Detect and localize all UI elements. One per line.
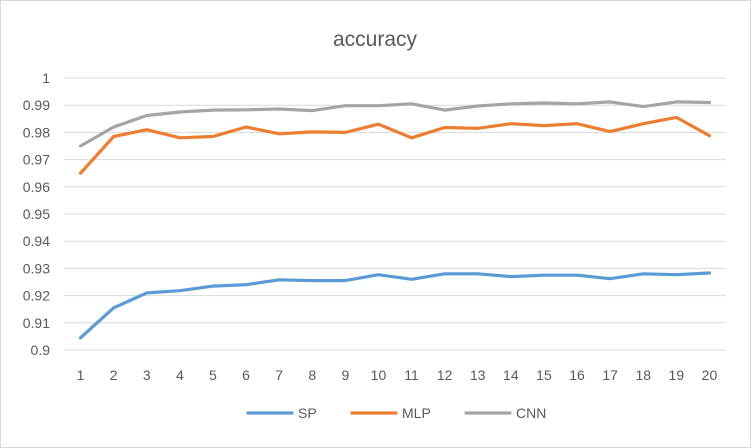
x-tick-label: 8 [308, 367, 316, 383]
y-tick-label: 0.94 [23, 233, 50, 249]
x-tick-label: 14 [503, 367, 519, 383]
legend-label: CNN [516, 405, 546, 421]
x-tick-label: 6 [242, 367, 250, 383]
x-tick-label: 7 [275, 367, 283, 383]
chart-title: accuracy [333, 28, 418, 51]
y-tick-label: 0.93 [23, 260, 50, 276]
x-tick-label: 13 [470, 367, 486, 383]
x-tick-label: 3 [143, 367, 151, 383]
x-tick-label: 16 [569, 367, 585, 383]
y-tick-label: 0.97 [23, 152, 50, 168]
axes: 0.9 0.91 0.92 0.93 0.94 0.95 0.96 0.97 0.98 0.99 1… [23, 70, 726, 383]
x-tick-label: 19 [669, 367, 685, 383]
series-lines [78, 100, 712, 340]
x-tick-label: 12 [437, 367, 453, 383]
y-tick-label: 0.95 [23, 206, 50, 222]
series-line-mlp [78, 115, 712, 175]
series-line-cnn [78, 100, 712, 148]
x-tick-label: 5 [209, 367, 217, 383]
x-tick-label: 4 [176, 367, 184, 383]
y-tick-label: 0.96 [23, 179, 50, 195]
x-tick-label: 11 [404, 367, 419, 383]
x-tick-label: 10 [371, 367, 387, 383]
x-tick-label: 15 [536, 367, 552, 383]
x-tick-label: 17 [602, 367, 618, 383]
series-line-sp [78, 271, 712, 340]
x-tick-label: 1 [77, 367, 85, 383]
legend-label: MLP [402, 405, 431, 421]
x-tick-label: 18 [635, 367, 651, 383]
y-tick-label: 0.92 [23, 288, 50, 304]
y-tick-label: 0.9 [31, 342, 51, 358]
x-tick-label: 9 [341, 367, 349, 383]
legend: SP MLP CNN [246, 405, 546, 421]
y-tick-label: 0.99 [23, 97, 50, 113]
y-tick-label: 0.98 [23, 124, 50, 140]
x-tick-label: 2 [110, 367, 118, 383]
legend-label: SP [298, 405, 317, 421]
x-tick-label: 20 [702, 367, 718, 383]
y-tick-label: 0.91 [23, 315, 50, 331]
y-tick-label: 1 [42, 70, 50, 86]
